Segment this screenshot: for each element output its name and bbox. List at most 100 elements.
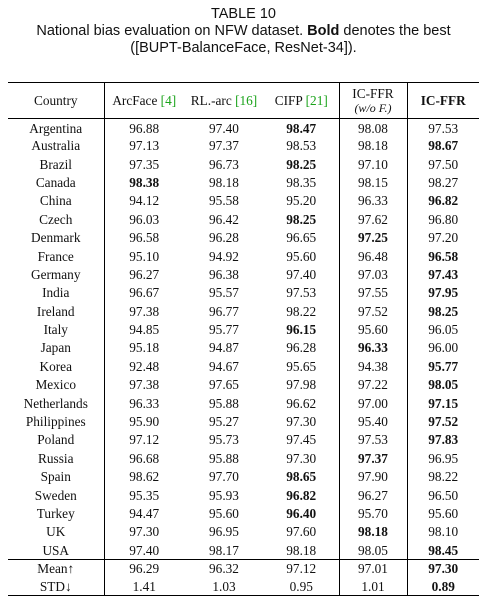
country-cell: Korea [8, 357, 105, 377]
value-cell: 97.25 [339, 228, 408, 248]
value-cell: 98.05 [339, 541, 408, 560]
table-row: India 96.67 95.57 97.53 97.55 97.95 [8, 284, 479, 303]
country-cell: Germany [8, 265, 105, 285]
value-cell: 97.22 [339, 376, 408, 395]
caption-line-2: ([BUPT-BalanceFace, ResNet-34]). [130, 40, 357, 56]
table-row: Ireland 97.38 96.77 98.22 97.52 98.25 [8, 302, 479, 321]
value-cell: 98.08 [339, 118, 408, 137]
table-row: Poland 97.12 95.73 97.45 97.53 97.83 [8, 431, 479, 450]
value-cell: 97.10 [339, 155, 408, 174]
value-cell: 96.27 [339, 486, 408, 505]
value-cell: 96.68 [129, 450, 160, 466]
country-cell: STD↓ [8, 577, 105, 597]
value-cell: 98.35 [264, 173, 340, 193]
table-row: Canada 98.38 98.18 98.35 98.15 98.27 [8, 173, 479, 193]
value-cell: 96.62 [264, 394, 340, 413]
value-cell: 97.95 [428, 285, 459, 301]
value-cell: 98.25 [264, 155, 340, 174]
value-cell: 98.38 [129, 174, 160, 190]
value-cell: 97.12 [129, 432, 160, 448]
table-row: Mean↑ 96.29 96.32 97.12 97.01 97.30 [8, 559, 479, 578]
value-cell: 97.52 [428, 414, 459, 430]
value-cell: 97.00 [339, 394, 408, 413]
header-icffr: IC-FFR [407, 82, 479, 119]
value-cell: 97.90 [339, 468, 408, 487]
caption-line-1: National bias evaluation on NFW dataset.… [0, 23, 487, 40]
country-cell: Netherlands [8, 394, 105, 413]
value-cell: 96.58 [428, 248, 459, 264]
value-cell: 98.18 [264, 541, 340, 560]
value-cell: 97.15 [428, 395, 459, 411]
table-row: Sweden 95.35 95.93 96.82 96.27 96.50 [8, 486, 479, 505]
value-cell: 0.89 [407, 577, 479, 597]
value-cell: 98.10 [428, 524, 459, 540]
country-cell: Brazil [8, 155, 105, 174]
value-cell: 95.77 [209, 322, 239, 338]
value-cell: 97.53 [428, 121, 459, 136]
country-cell: Denmark [8, 228, 105, 248]
country-cell: Argentina [8, 118, 105, 137]
table-row: Korea 92.48 94.67 95.65 94.38 95.77 [8, 357, 479, 377]
value-cell: 97.30 [407, 559, 479, 578]
citation-link[interactable]: [21] [305, 92, 328, 108]
value-cell: 98.22 [264, 302, 340, 321]
table-row: Brazil 97.35 96.73 98.25 97.10 97.50 [8, 155, 479, 174]
country-cell: UK [8, 523, 105, 542]
value-cell: 97.53 [264, 284, 340, 303]
caption-text-post: denotes the best [339, 23, 451, 39]
value-cell: 97.20 [428, 230, 459, 246]
value-cell: 94.87 [209, 340, 239, 356]
value-cell: 94.67 [209, 358, 239, 374]
value-cell: 96.48 [339, 247, 408, 266]
value-cell: 96.28 [209, 230, 239, 246]
value-cell: 95.10 [129, 248, 160, 264]
value-cell: 96.42 [209, 211, 239, 227]
value-cell: 98.05 [428, 377, 459, 393]
value-cell: 97.60 [264, 523, 340, 542]
value-cell: 98.22 [428, 469, 459, 485]
value-cell: 97.45 [264, 431, 340, 450]
table-row: Czech 96.03 96.42 98.25 97.62 96.80 [8, 210, 479, 229]
country-cell: Turkey [8, 504, 105, 524]
country-cell: France [8, 247, 105, 266]
value-cell: 97.30 [264, 412, 340, 432]
table-summary: Mean↑ 96.29 96.32 97.12 97.01 97.30 STD↓ 1.41 1.… [8, 559, 479, 597]
value-cell: 94.47 [129, 506, 160, 521]
value-cell: 96.33 [339, 192, 408, 211]
table-row: STD↓ 1.41 1.03 0.95 1.01 0.89 [8, 577, 479, 597]
citation-link[interactable]: [16] [235, 92, 258, 108]
value-cell: 97.37 [209, 138, 239, 154]
header-row: Country ArcFace [4] RL.-arc [16] CIFP [2… [8, 82, 479, 119]
value-cell: 98.53 [264, 137, 340, 156]
value-cell: 97.13 [129, 138, 160, 154]
value-cell: 94.85 [129, 322, 160, 338]
table-row: Philippines 95.90 95.27 97.30 95.40 97.52 [8, 412, 479, 432]
country-cell: India [8, 284, 105, 303]
value-cell: 98.15 [339, 173, 408, 193]
country-cell: Japan [8, 339, 105, 358]
value-cell: 94.92 [209, 248, 239, 264]
value-cell: 1.41 [104, 577, 184, 597]
value-cell: 97.01 [339, 559, 408, 578]
value-cell: 95.70 [339, 504, 408, 524]
country-cell: China [8, 192, 105, 211]
table-row: Japan 95.18 94.87 96.28 96.33 96.00 [8, 339, 479, 358]
table-row: UK 97.30 96.95 97.60 98.18 98.10 [8, 523, 479, 542]
value-cell: 96.40 [264, 504, 340, 524]
value-cell: 97.55 [339, 284, 408, 303]
value-cell: 96.50 [428, 487, 459, 503]
citation-link[interactable]: [4] [160, 92, 177, 108]
value-cell: 97.12 [264, 559, 340, 578]
table-row: Australia 97.13 97.37 98.53 98.18 98.67 [8, 137, 479, 156]
country-cell: Sweden [8, 486, 105, 505]
value-cell: 97.30 [129, 524, 160, 540]
table-row: Germany 96.27 96.38 97.40 97.03 97.43 [8, 265, 479, 285]
value-cell: 98.65 [264, 468, 340, 487]
value-cell: 98.17 [209, 542, 239, 558]
value-cell: 96.73 [209, 156, 239, 172]
value-cell: 1.03 [184, 577, 264, 597]
caption-bold-word: Bold [307, 23, 340, 39]
value-cell: 96.00 [428, 340, 459, 356]
value-cell: 96.95 [428, 450, 459, 466]
value-cell: 98.45 [428, 542, 459, 558]
